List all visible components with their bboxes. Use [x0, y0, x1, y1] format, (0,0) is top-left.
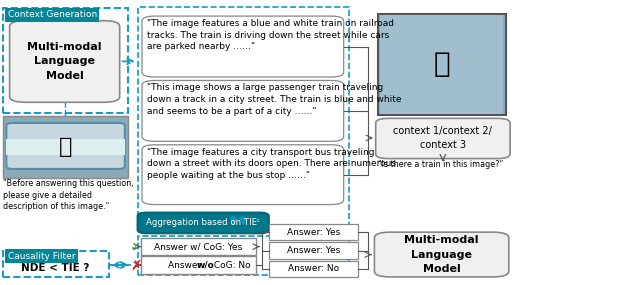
Text: Context Generation: Context Generation	[8, 10, 97, 19]
Text: w/o: w/o	[196, 260, 214, 270]
Bar	[378, 14, 506, 115]
Bar	[3, 8, 128, 113]
Bar	[141, 256, 256, 274]
Text: Answer: Yes: Answer: Yes	[287, 246, 340, 255]
Bar	[141, 238, 256, 255]
Text: Causality Filter: Causality Filter	[8, 252, 75, 261]
Text: Multi-modal
Language
Model: Multi-modal Language Model	[404, 235, 479, 274]
Bar	[269, 224, 358, 240]
Text: "This image shows a large passenger train traveling
down a track in a city stree: "This image shows a large passenger trai…	[147, 83, 402, 116]
Bar	[138, 236, 349, 275]
Bar	[3, 116, 128, 178]
Text: ✓: ✓	[130, 240, 141, 254]
Text: CoG: No: CoG: No	[211, 260, 250, 270]
Text: Aggregation based on TIEᶜ: Aggregation based on TIEᶜ	[146, 218, 260, 227]
Text: ✗: ✗	[130, 258, 141, 272]
FancyBboxPatch shape	[6, 123, 125, 169]
FancyBboxPatch shape	[10, 21, 120, 102]
Bar	[380, 15, 503, 114]
Text: Answer: Yes: Answer: Yes	[287, 228, 340, 237]
FancyBboxPatch shape	[142, 80, 344, 141]
Text: "The image features a blue and white train on railroad
tracks. The train is driv: "The image features a blue and white tra…	[147, 19, 394, 52]
Text: NDE < TIE ?: NDE < TIE ?	[22, 263, 90, 273]
Bar	[269, 243, 358, 258]
FancyBboxPatch shape	[376, 118, 510, 158]
Text: "Before answering this question,
please give a detailed
description of this imag: "Before answering this question, please …	[3, 179, 134, 211]
Bar	[3, 251, 109, 277]
Text: "Is there a train in this image?": "Is there a train in this image?"	[378, 160, 503, 169]
Text: Answer: Answer	[168, 260, 204, 270]
Bar	[6, 139, 125, 155]
Bar	[269, 261, 358, 277]
Bar	[138, 7, 349, 229]
Text: Answer w/ CoG: Yes: Answer w/ CoG: Yes	[154, 242, 243, 251]
FancyBboxPatch shape	[138, 213, 269, 233]
Text: 🚃: 🚃	[59, 137, 72, 157]
Text: context 1/context 2/
context 3: context 1/context 2/ context 3	[394, 126, 492, 150]
FancyBboxPatch shape	[142, 145, 344, 205]
Text: "The image features a city transport bus traveling
down a street with its doors : "The image features a city transport bus…	[147, 148, 396, 180]
Text: 🚃: 🚃	[433, 50, 450, 78]
Text: Answer: No: Answer: No	[288, 264, 339, 273]
Text: Multi-modal
Language
Model: Multi-modal Language Model	[28, 42, 102, 81]
FancyBboxPatch shape	[142, 16, 344, 77]
FancyBboxPatch shape	[374, 232, 509, 277]
